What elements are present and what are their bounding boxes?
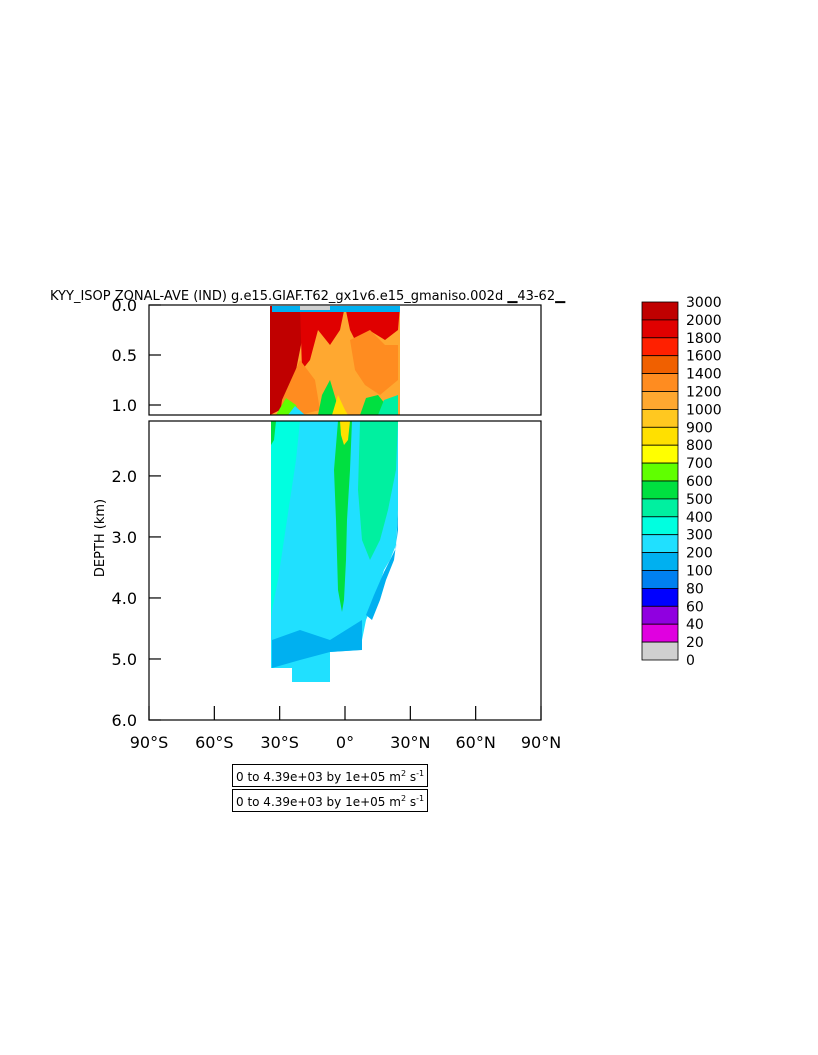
colorbar-swatch [641, 337, 679, 357]
lower-field-yellow-plume [340, 421, 350, 445]
colorbar-label: 800 [686, 438, 713, 454]
contour-info-text-1: 0 to 4.39e+03 by 1e+05 m [236, 770, 401, 784]
colorbar-swatch [641, 301, 679, 321]
lower-field-green-west [271, 421, 276, 445]
unit-sup-2a: 2 [400, 794, 407, 803]
colorbar-legend: 3000200018001600140012001000900800700600… [641, 295, 722, 669]
y-axis-upper: 0.0 0.5 1.0 [112, 296, 161, 415]
y-lower-tick-label: 2.0 [112, 467, 137, 486]
upper-field-dark-red-west [270, 306, 302, 415]
x-tick-label: 60°S [195, 733, 234, 752]
y-upper-tick-label: 0.0 [112, 296, 137, 315]
upper-panel-field [270, 306, 400, 415]
y-lower-tick-label: 6.0 [112, 711, 137, 730]
contour-info-text-2: 0 to 4.39e+03 by 1e+05 m [236, 795, 401, 809]
colorbar-label: 1600 [686, 349, 722, 365]
y-axis-lower: 2.0 3.0 4.0 5.0 6.0 [112, 467, 161, 730]
upper-field-surface-mix [272, 306, 400, 312]
unit-mid-2: s [406, 795, 417, 809]
upper-field-teal-east [378, 395, 398, 415]
colorbar-swatch [641, 462, 679, 482]
lower-field-blue-east-edge [366, 510, 398, 620]
x-tick-label: 30°S [260, 733, 299, 752]
contour-info-box-1: 0 to 4.39e+03 by 1e+05 m2 s-1 [232, 764, 429, 787]
colorbar-swatch [641, 426, 679, 446]
x-tick-label: 30°N [390, 733, 430, 752]
colorbar-swatch [641, 355, 679, 375]
upper-field-red-mid [300, 306, 345, 370]
colorbar-label: 80 [686, 581, 704, 597]
upper-field-green-mid [318, 380, 340, 415]
lower-field-blue-floor [272, 620, 362, 668]
x-tick-label: 0° [336, 733, 354, 752]
y-lower-tick-label: 5.0 [112, 650, 137, 669]
unit-sup-1b: -1 [416, 769, 425, 778]
lower-field-green-plume [334, 421, 352, 612]
colorbar-swatch [641, 516, 679, 536]
y-upper-tick-label: 1.0 [112, 396, 137, 415]
colorbar-label: 1000 [686, 402, 722, 418]
colorbar-swatch [641, 588, 679, 607]
y-upper-tick-label: 0.5 [112, 346, 137, 365]
colorbar-swatch [641, 552, 679, 571]
y-axis-label: DEPTH (km) [93, 499, 108, 577]
colorbar-swatch [641, 570, 679, 589]
upper-field-cyan-west [288, 406, 305, 415]
contour-info-box-2: 0 to 4.39e+03 by 1e+05 m2 s-1 [232, 789, 429, 812]
colorbar-swatch [641, 391, 679, 410]
y-lower-tick-label: 3.0 [112, 528, 137, 547]
colorbar-label: 2000 [686, 313, 722, 329]
colorbar-swatch [641, 480, 679, 500]
colorbar-label: 1800 [686, 331, 722, 347]
colorbar-label: 40 [686, 617, 704, 633]
colorbar-label: 0 [686, 653, 695, 669]
colorbar-label: 100 [686, 564, 713, 580]
colorbar-label: 60 [686, 599, 704, 615]
upper-field-yellow-mid [332, 395, 348, 415]
upper-field-orange-east [350, 330, 398, 395]
colorbar-swatch [641, 498, 679, 518]
unit-mid-1: s [406, 770, 417, 784]
chart-title: KYY_ISOP ZONAL-AVE (IND) g.e15.GIAF.T62_… [50, 289, 566, 304]
colorbar-label: 900 [686, 420, 713, 436]
colorbar-label: 500 [686, 492, 713, 508]
colorbar-swatch [641, 623, 679, 643]
colorbar-swatch [641, 408, 679, 428]
colorbar-label: 400 [686, 510, 713, 526]
upper-panel-frame [148, 304, 542, 416]
colorbar-label: 200 [686, 546, 713, 562]
lower-field-teal-west [271, 421, 300, 620]
upper-field-surface-mix-2 [300, 306, 330, 310]
colorbar-swatch [641, 373, 679, 392]
colorbar-label: 700 [686, 456, 713, 472]
colorbar-label: 3000 [686, 295, 722, 311]
unit-sup-2b: -1 [416, 794, 425, 803]
colorbar-swatch [641, 534, 679, 554]
colorbar-swatch [641, 641, 679, 661]
colorbar-swatch [641, 605, 679, 625]
colorbar-label: 1400 [686, 367, 722, 383]
lower-field-teal-east [358, 421, 398, 560]
unit-sup-1a: 2 [400, 769, 407, 778]
x-tick-label: 60°N [456, 733, 496, 752]
x-tick-label: 90°S [130, 733, 169, 752]
colorbar-label: 600 [686, 474, 713, 490]
y-lower-tick-label: 4.0 [112, 589, 137, 608]
colorbar-swatch [641, 319, 679, 339]
colorbar-swatch [641, 444, 679, 464]
colorbar-label: 1200 [686, 385, 722, 401]
x-tick-label: 90°N [521, 733, 561, 752]
x-axis: 90°S 60°S 30°S 0° 30°N 60°N 90°N [130, 706, 561, 752]
colorbar-label: 20 [686, 635, 704, 651]
colorbar-label: 300 [686, 528, 713, 544]
lower-panel-field [271, 421, 398, 682]
